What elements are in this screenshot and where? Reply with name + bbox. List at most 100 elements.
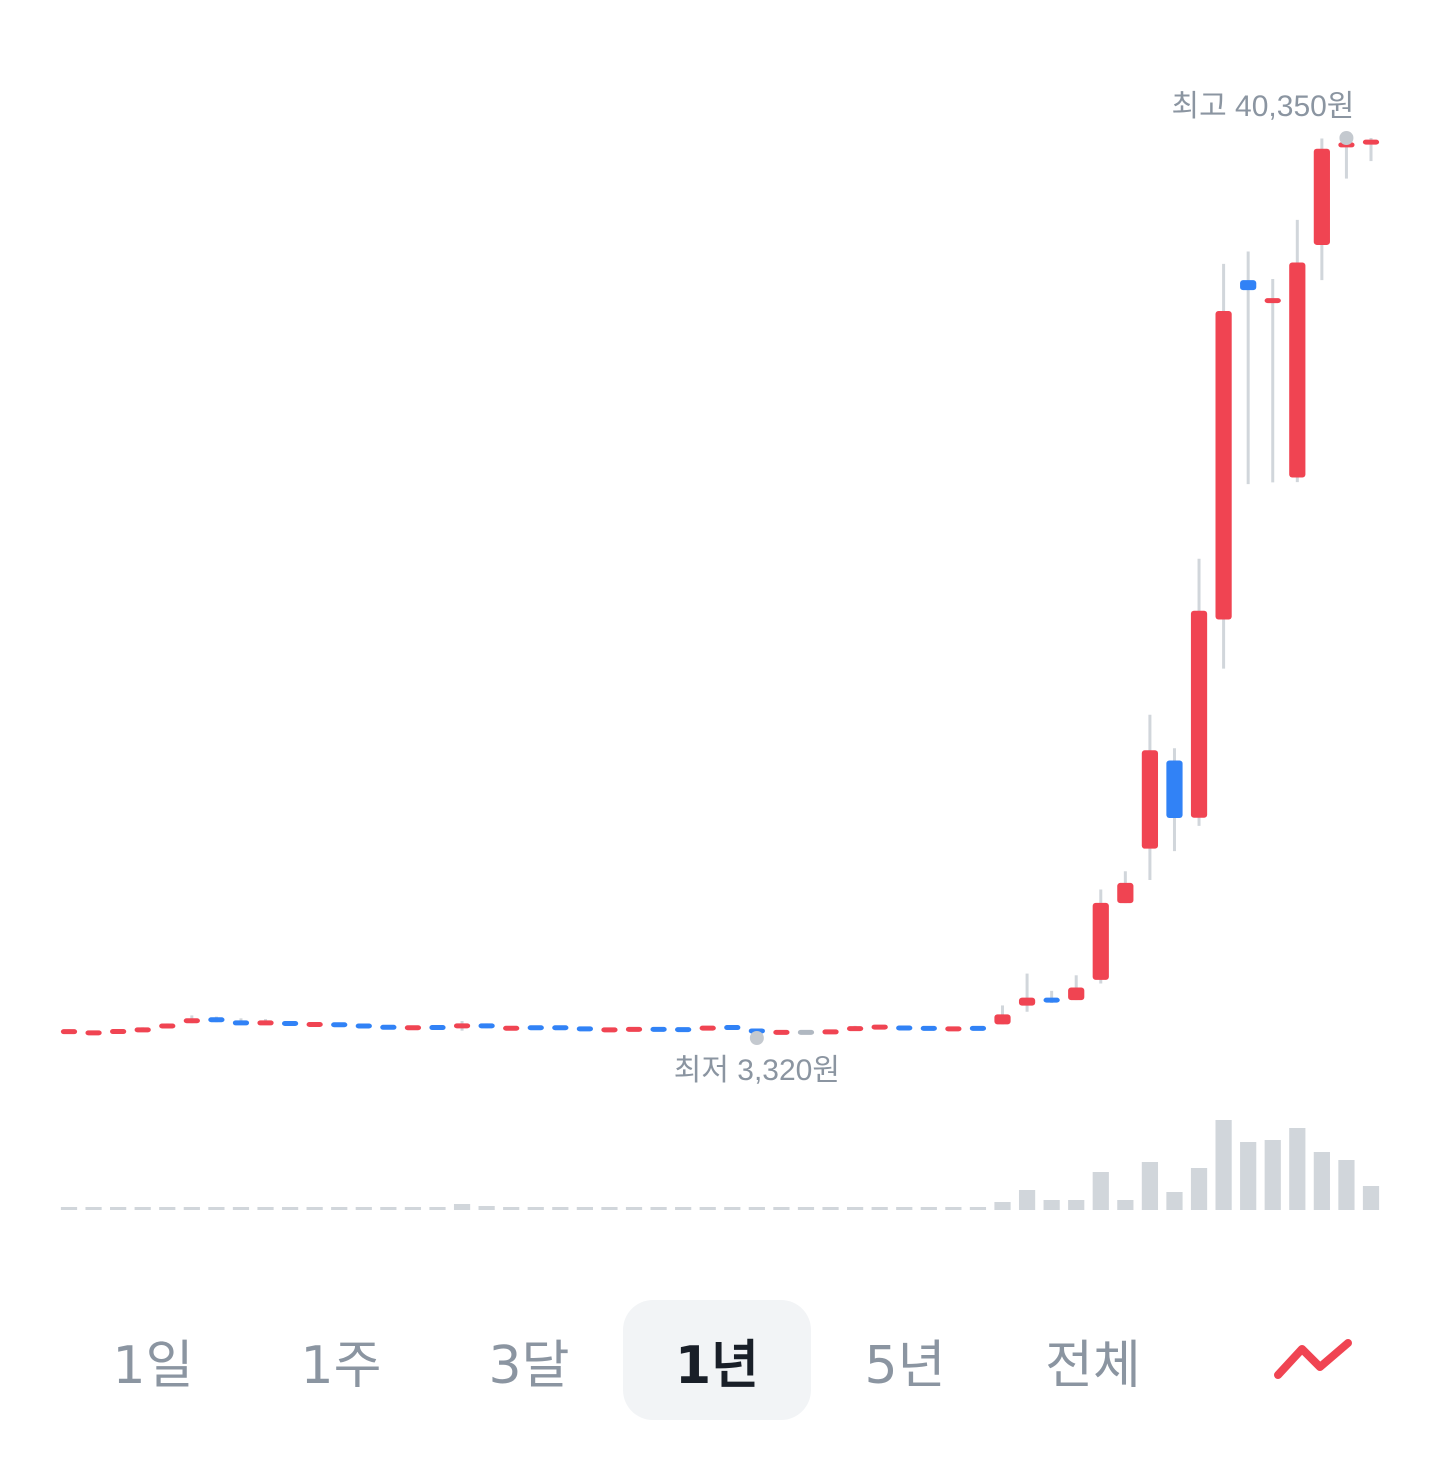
volume-bar: [896, 1207, 913, 1210]
candle: [1240, 251, 1257, 485]
period-tabs: 1일 1주 3달 1년 5년 전체: [0, 1300, 1440, 1420]
candles: [60, 138, 1380, 1038]
volume-bar: [1141, 1162, 1159, 1210]
candle: [1117, 871, 1134, 904]
candle-body: [1313, 148, 1330, 245]
volume-bar: [453, 1204, 471, 1210]
volume-bar: [527, 1207, 544, 1210]
candle: [871, 1024, 888, 1030]
candle: [355, 1023, 372, 1029]
volume-bar: [650, 1207, 667, 1210]
volume-bar: [1215, 1120, 1232, 1210]
volume-bar: [85, 1207, 102, 1210]
volume-bar: [625, 1207, 643, 1210]
volume-bar: [969, 1207, 987, 1210]
high-price-label: 최고 40,350원: [1172, 90, 1355, 123]
candle-body: [355, 1023, 372, 1029]
candle: [527, 1025, 544, 1031]
candle-body: [281, 1021, 299, 1027]
candle-body: [625, 1026, 643, 1032]
candle-body: [675, 1027, 692, 1033]
candle-body: [1018, 997, 1036, 1006]
volume-bar: [1068, 1200, 1085, 1210]
candle: [822, 1029, 839, 1035]
extreme-markers: 최고 40,350원 최저 3,320원: [674, 90, 1355, 1087]
volume-bar: [110, 1207, 127, 1210]
volume-bar: [478, 1206, 495, 1210]
candle: [257, 1019, 274, 1026]
candle: [183, 1015, 200, 1024]
volume-bar: [159, 1207, 176, 1210]
candle: [134, 1027, 151, 1033]
candle-body: [994, 1014, 1011, 1025]
volume-bar: [1190, 1168, 1208, 1210]
tab-1-year[interactable]: 1년: [623, 1300, 811, 1420]
candle-body: [1141, 750, 1159, 849]
volume-bar: [1043, 1200, 1060, 1210]
candle: [1289, 219, 1306, 483]
tab-3-months[interactable]: 3달: [488, 1335, 570, 1396]
candle-body: [797, 1029, 815, 1035]
candle: [601, 1027, 618, 1033]
volume-bar: [822, 1207, 839, 1210]
volume-bar: [380, 1207, 397, 1210]
volume-bar: [1240, 1142, 1257, 1210]
candle: [478, 1023, 495, 1029]
candle-body: [453, 1023, 471, 1029]
volume-bar: [134, 1207, 151, 1210]
volume-bar: [404, 1207, 422, 1210]
tab-1-week[interactable]: 1주: [300, 1335, 382, 1396]
line-chart-toggle-button[interactable]: [1272, 1320, 1356, 1400]
candle: [1141, 714, 1159, 881]
candle-body: [896, 1025, 913, 1031]
volume-bar: [208, 1207, 225, 1210]
candle: [281, 1021, 299, 1027]
candle: [503, 1025, 520, 1031]
candle-body: [699, 1025, 716, 1031]
volume-bar: [945, 1207, 962, 1210]
candle-body: [527, 1025, 544, 1031]
volume-bar: [773, 1207, 790, 1210]
candle-body: [134, 1027, 151, 1033]
tab-1-day[interactable]: 1일: [112, 1335, 194, 1396]
candle: [920, 1025, 937, 1031]
tab-5-years[interactable]: 5년: [864, 1335, 946, 1396]
volume-bar: [60, 1207, 78, 1210]
candle-body: [503, 1025, 520, 1031]
candle: [945, 1026, 962, 1032]
candle-body: [257, 1020, 274, 1026]
candle-body: [1117, 882, 1134, 904]
candle: [773, 1029, 790, 1035]
candle: [85, 1030, 102, 1036]
candle: [1043, 990, 1060, 1004]
candle-body: [1264, 298, 1281, 304]
tab-all[interactable]: 전체: [1045, 1335, 1141, 1396]
candle-body: [1043, 997, 1060, 1003]
candle: [576, 1026, 593, 1032]
candle: [1264, 278, 1281, 483]
candle-body: [1068, 987, 1085, 1001]
candle: [675, 1027, 692, 1033]
candle: [1068, 975, 1085, 1001]
candle: [1215, 263, 1232, 669]
candle-body: [724, 1025, 741, 1031]
candle-body: [183, 1018, 200, 1024]
volume-bar: [1264, 1140, 1281, 1210]
candle: [1166, 748, 1183, 852]
volume-bar: [576, 1207, 593, 1210]
candle-body: [969, 1025, 987, 1031]
candle: [724, 1025, 741, 1031]
candle: [1018, 973, 1036, 1012]
candle: [380, 1024, 397, 1030]
candle-body: [1190, 610, 1208, 818]
volume-bar: [429, 1207, 446, 1210]
candle-body: [404, 1025, 422, 1031]
candle-body: [85, 1030, 102, 1036]
candle-body: [60, 1029, 78, 1035]
candle-body: [576, 1026, 593, 1032]
candle-body: [650, 1026, 667, 1032]
volume-bar: [847, 1207, 864, 1210]
volume-bar: [503, 1207, 520, 1210]
candle-body: [331, 1022, 348, 1028]
candle: [331, 1022, 348, 1028]
